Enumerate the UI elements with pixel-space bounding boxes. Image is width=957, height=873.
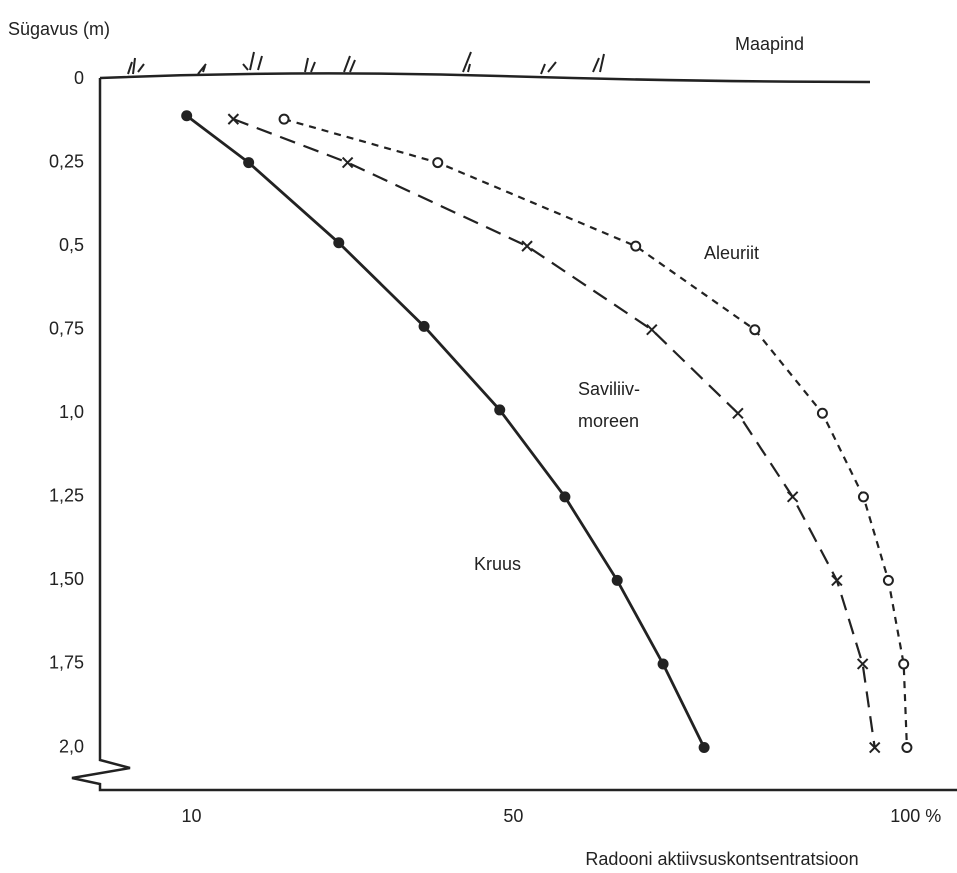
- x-tick-label: 100 %: [890, 806, 941, 826]
- series-label: Aleuriit: [704, 243, 759, 263]
- y-tick-label: 1,0: [59, 402, 84, 422]
- point: [732, 407, 744, 419]
- annotation: Maapind: [735, 34, 804, 54]
- point: [559, 491, 571, 503]
- point: [341, 156, 354, 169]
- point: [243, 157, 255, 169]
- point: [882, 574, 894, 586]
- series-label: Kruus: [474, 554, 521, 574]
- point: [786, 491, 799, 503]
- y-tick-label: 0,25: [49, 151, 84, 171]
- point: [521, 240, 533, 252]
- point: [831, 574, 843, 587]
- series-label: moreen: [578, 411, 639, 431]
- y-tick-label: 1,25: [49, 486, 84, 506]
- grass: [127, 51, 605, 75]
- x-tick-label: 50: [503, 806, 523, 826]
- point: [898, 658, 910, 670]
- y-axis-label: Sügavus (m): [8, 19, 110, 39]
- point: [494, 404, 506, 416]
- point: [856, 658, 869, 670]
- point: [278, 113, 290, 125]
- series-line: [283, 118, 909, 748]
- point: [857, 491, 869, 503]
- point: [432, 157, 444, 169]
- point: [227, 113, 240, 125]
- y-tick-label: 1,75: [49, 653, 84, 673]
- series-line: [185, 114, 706, 749]
- point: [749, 324, 761, 336]
- point: [611, 574, 623, 586]
- series-line: [232, 118, 876, 748]
- ground-line: [99, 72, 871, 84]
- point: [181, 110, 193, 122]
- point: [646, 323, 658, 336]
- point: [333, 237, 345, 249]
- point: [869, 741, 881, 754]
- series-label: Saviliiv-: [578, 379, 640, 399]
- y-tick-label: 2,0: [59, 736, 84, 756]
- y-tick-label: 0,75: [49, 318, 84, 338]
- y-tick-label: 1,50: [49, 569, 84, 589]
- x-tick-label: 10: [182, 806, 202, 826]
- point: [901, 742, 913, 754]
- point: [698, 742, 710, 754]
- y-tick-label: 0,5: [59, 235, 84, 255]
- y-tick-label: 0: [74, 68, 84, 88]
- axes: [71, 78, 957, 792]
- point: [630, 240, 642, 252]
- point: [657, 658, 669, 670]
- x-axis-label: Radooni aktiivsuskontsentratsioon: [585, 849, 858, 869]
- point: [816, 407, 828, 419]
- point: [418, 320, 430, 332]
